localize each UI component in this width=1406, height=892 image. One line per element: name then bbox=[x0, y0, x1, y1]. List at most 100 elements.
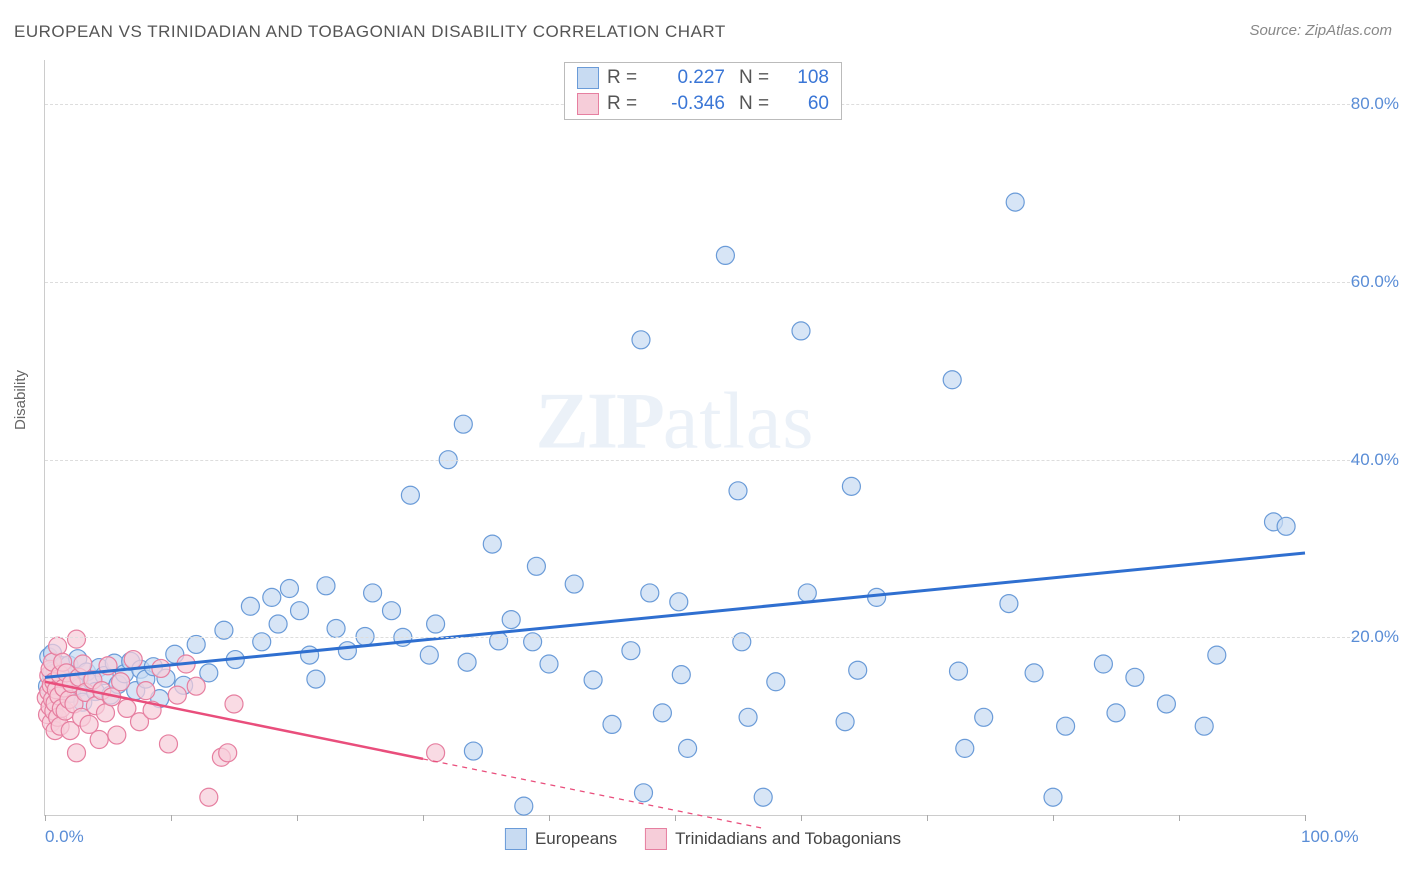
scatter-point bbox=[527, 557, 545, 575]
scatter-point bbox=[427, 615, 445, 633]
scatter-point bbox=[1057, 717, 1075, 735]
scatter-point bbox=[836, 713, 854, 731]
legend-top-row-2: R = -0.346 N = 60 bbox=[577, 91, 829, 117]
xtick-label: 100.0% bbox=[1301, 827, 1359, 847]
scatter-point bbox=[842, 477, 860, 495]
scatter-point bbox=[454, 415, 472, 433]
scatter-point bbox=[950, 662, 968, 680]
scatter-point bbox=[152, 659, 170, 677]
scatter-point bbox=[975, 708, 993, 726]
xtick-mark bbox=[1053, 815, 1054, 821]
r-value-1: 0.227 bbox=[655, 67, 725, 89]
legend-top: R = 0.227 N = 108 R = -0.346 N = 60 bbox=[564, 62, 842, 120]
scatter-point bbox=[1094, 655, 1112, 673]
scatter-point bbox=[679, 739, 697, 757]
legend-bottom-item-1: Europeans bbox=[505, 828, 617, 850]
scatter-point bbox=[1277, 517, 1295, 535]
n-value-1: 108 bbox=[785, 67, 829, 89]
legend-bottom-swatch-2 bbox=[645, 828, 667, 850]
scatter-point bbox=[792, 322, 810, 340]
scatter-point bbox=[483, 535, 501, 553]
scatter-point bbox=[291, 602, 309, 620]
scatter-point bbox=[868, 588, 886, 606]
scatter-point bbox=[253, 633, 271, 651]
scatter-point bbox=[635, 784, 653, 802]
legend-bottom-swatch-1 bbox=[505, 828, 527, 850]
xtick-mark bbox=[675, 815, 676, 821]
legend-bottom-item-2: Trinidadians and Tobagonians bbox=[645, 828, 901, 850]
scatter-point bbox=[112, 673, 130, 691]
scatter-point bbox=[159, 735, 177, 753]
r-label-1: R = bbox=[607, 67, 647, 89]
scatter-point bbox=[670, 593, 688, 611]
n-value-2: 60 bbox=[785, 93, 829, 115]
scatter-point bbox=[754, 788, 772, 806]
ytick-label: 80.0% bbox=[1321, 94, 1399, 114]
legend-bottom-label-2: Trinidadians and Tobagonians bbox=[675, 829, 901, 849]
xtick-mark bbox=[1179, 815, 1180, 821]
scatter-point bbox=[641, 584, 659, 602]
scatter-point bbox=[427, 744, 445, 762]
scatter-point bbox=[798, 584, 816, 602]
xtick-mark bbox=[549, 815, 550, 821]
scatter-point bbox=[464, 742, 482, 760]
scatter-point bbox=[269, 615, 287, 633]
scatter-point bbox=[68, 744, 86, 762]
legend-bottom: Europeans Trinidadians and Tobagonians bbox=[505, 828, 901, 850]
scatter-point bbox=[502, 611, 520, 629]
legend-top-row-1: R = 0.227 N = 108 bbox=[577, 65, 829, 91]
xtick-mark bbox=[171, 815, 172, 821]
gridline bbox=[45, 637, 1355, 638]
gridline bbox=[45, 460, 1355, 461]
source-label: Source: ZipAtlas.com bbox=[1249, 22, 1392, 39]
scatter-point bbox=[1044, 788, 1062, 806]
scatter-point bbox=[672, 666, 690, 684]
xtick-mark bbox=[45, 815, 46, 821]
scatter-point bbox=[225, 695, 243, 713]
scatter-point bbox=[124, 651, 142, 669]
scatter-point bbox=[90, 731, 108, 749]
xtick-mark bbox=[801, 815, 802, 821]
scatter-point bbox=[943, 371, 961, 389]
scatter-point bbox=[739, 708, 757, 726]
gridline bbox=[45, 282, 1355, 283]
scatter-point bbox=[524, 633, 542, 651]
scatter-point bbox=[1000, 595, 1018, 613]
plot-area: ZIPatlas 20.0%40.0%60.0%80.0%0.0%100.0% bbox=[44, 60, 1305, 816]
scatter-point bbox=[1195, 717, 1213, 735]
xtick-mark bbox=[927, 815, 928, 821]
legend-swatch-blue bbox=[577, 67, 599, 89]
r-value-2: -0.346 bbox=[655, 93, 725, 115]
scatter-point bbox=[49, 637, 67, 655]
scatter-point bbox=[200, 788, 218, 806]
scatter-point bbox=[565, 575, 583, 593]
trend-line-solid bbox=[45, 553, 1305, 677]
scatter-point bbox=[383, 602, 401, 620]
scatter-point bbox=[280, 580, 298, 598]
ytick-label: 60.0% bbox=[1321, 272, 1399, 292]
ytick-label: 40.0% bbox=[1321, 450, 1399, 470]
scatter-point bbox=[219, 744, 237, 762]
scatter-point bbox=[849, 661, 867, 679]
scatter-point bbox=[364, 584, 382, 602]
scatter-point bbox=[168, 686, 186, 704]
xtick-label: 0.0% bbox=[45, 827, 84, 847]
scatter-point bbox=[301, 646, 319, 664]
scatter-point bbox=[603, 715, 621, 733]
n-label-2: N = bbox=[739, 93, 777, 115]
scatter-point bbox=[241, 597, 259, 615]
scatter-point bbox=[108, 726, 126, 744]
scatter-point bbox=[187, 677, 205, 695]
scatter-point bbox=[733, 633, 751, 651]
scatter-point bbox=[622, 642, 640, 660]
scatter-point bbox=[327, 619, 345, 637]
scatter-point bbox=[1006, 193, 1024, 211]
y-axis-label: Disability bbox=[12, 370, 29, 430]
scatter-point bbox=[420, 646, 438, 664]
scatter-point bbox=[317, 577, 335, 595]
plot-svg bbox=[45, 60, 1305, 815]
scatter-point bbox=[515, 797, 533, 815]
scatter-point bbox=[338, 642, 356, 660]
scatter-point bbox=[1208, 646, 1226, 664]
scatter-point bbox=[1025, 664, 1043, 682]
